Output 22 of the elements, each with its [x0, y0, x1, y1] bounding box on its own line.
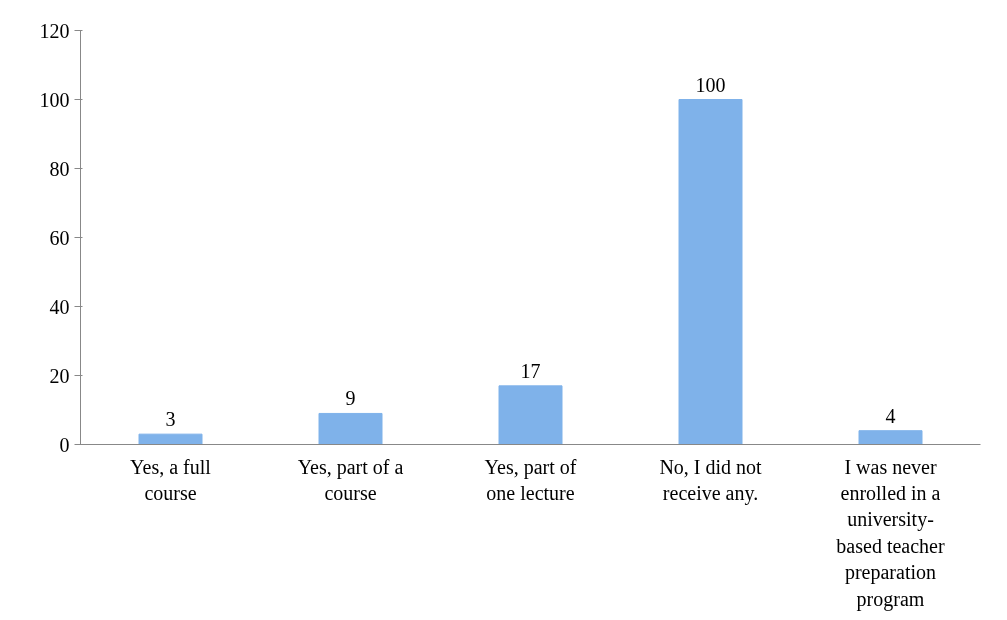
x-tick-label: Yes, part of a course: [297, 455, 404, 504]
data-label: 17: [520, 359, 541, 382]
y-tick-label: 60: [49, 226, 70, 249]
x-tick-label: I was never enrolled in a university-based teacher preparation program: [836, 455, 945, 611]
bar: [858, 430, 923, 445]
data-label: 4: [885, 404, 896, 427]
y-tick-label: 80: [49, 157, 70, 180]
y-tick-label: 20: [49, 364, 70, 387]
y-tick-label: 100: [39, 88, 70, 111]
data-label: 3: [165, 408, 176, 431]
y-tick-label: 0: [59, 433, 70, 456]
data-label: 9: [345, 387, 356, 410]
bar: [138, 433, 203, 445]
x-tick-label: Yes, part of one lecture: [484, 455, 577, 504]
x-tick-label: Yes, a full course: [130, 455, 212, 504]
x-tick-label: No, I did not receive any.: [659, 455, 763, 505]
bar: [318, 412, 383, 445]
bar: [678, 99, 743, 445]
bar: [498, 385, 563, 445]
data-label: 100: [695, 73, 726, 96]
y-tick-label: 40: [49, 295, 70, 318]
y-tick-label: 120: [39, 19, 70, 42]
